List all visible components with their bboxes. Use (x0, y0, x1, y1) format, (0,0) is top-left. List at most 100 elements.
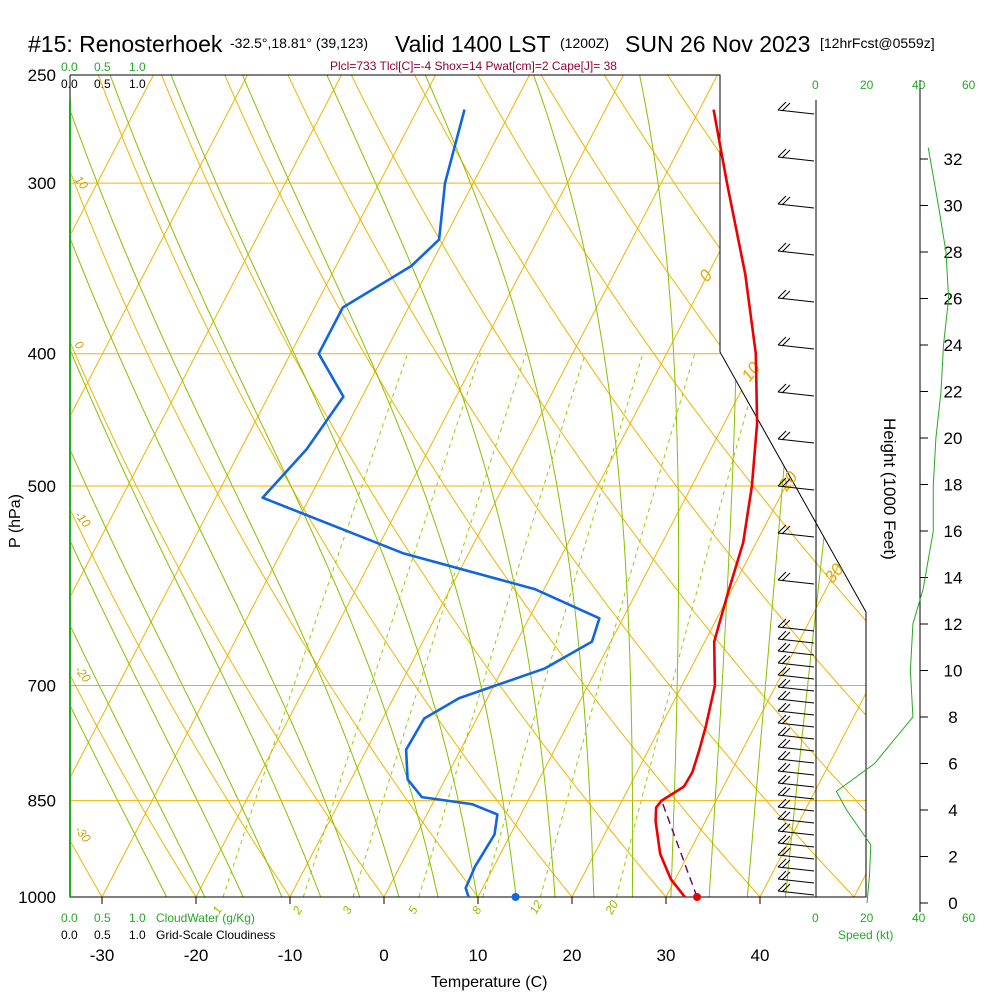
pressure-tick-label: 700 (28, 677, 56, 696)
isotherm-line (556, 75, 866, 897)
moist-adiabat-line (605, 75, 680, 897)
wind-barb (777, 430, 815, 444)
moist-adiabat-line (121, 75, 483, 897)
wind-barb (777, 810, 815, 824)
mixing-ratio-line (302, 353, 482, 897)
isotherm-label: 30 (821, 560, 848, 587)
dry-adiabat-line (70, 75, 215, 897)
moist-adiabat-line (189, 75, 520, 897)
x-tick-label: 0 (379, 946, 388, 965)
wind-barb (777, 690, 815, 704)
moist-adiabat-line (70, 75, 182, 897)
moist-adiabat-line (782, 75, 866, 897)
dry-adiabat-label: -10 (72, 508, 94, 531)
isotherm-line (838, 75, 866, 897)
wind-barb (777, 834, 815, 848)
dry-adiabat-line (70, 75, 311, 897)
wind-barb (777, 678, 815, 692)
height-tick-label: 16 (944, 522, 963, 541)
temperature-profile (654, 109, 759, 898)
isotherm-line (70, 75, 411, 897)
scale-top-green-0: 0.0 (61, 60, 78, 74)
y-axis-label: P (hPa) (7, 494, 24, 548)
speed-tick-bottom-3: 60 (962, 911, 976, 925)
mixing-ratio-label: 2 (289, 903, 305, 917)
wind-barb (777, 870, 815, 884)
height-tick-label: 24 (944, 336, 963, 355)
mixing-ratio-label: 20 (602, 898, 621, 918)
dry-adiabat-label: 10 (72, 173, 92, 192)
height-tick-label: 22 (944, 383, 963, 402)
x-tick-label: 20 (563, 946, 582, 965)
wind-barb (777, 242, 815, 256)
mixing-ratio-label: 5 (405, 903, 421, 916)
isotherm-line (70, 75, 223, 897)
dry-adiabat-line (823, 75, 866, 897)
mixing-ratio-line (418, 353, 586, 897)
dry-adiabat-label: -30 (72, 823, 94, 846)
height-tick-label: 20 (944, 429, 963, 448)
height-tick-label: 0 (948, 894, 957, 913)
parcel-line (660, 800, 698, 898)
wind-barb (777, 702, 815, 716)
height-tick-label: 32 (944, 150, 963, 169)
height-tick-label: 8 (948, 708, 957, 727)
scale-bottom-green-0: 0.0 (61, 911, 78, 925)
moist-adiabat-line (70, 75, 445, 897)
wind-barb (777, 571, 815, 585)
dry-adiabat-line (70, 75, 596, 897)
height-tick-label: 28 (944, 243, 963, 262)
isotherm-line (86, 75, 599, 897)
scale-bottom-black-2: 1.0 (129, 928, 146, 942)
dry-adiabat-line (289, 75, 866, 897)
mixing-ratio-labels: 1 2 3 5 8 12 20 (209, 898, 621, 918)
scale-bottom-black-1: 0.5 (94, 928, 111, 942)
wind-barb (777, 762, 815, 776)
pressure-tick-label: 1000 (18, 888, 56, 907)
mixing-ratio-label: 12 (527, 898, 546, 917)
dewpoint-profile (261, 109, 601, 898)
scale-top-black-2: 1.0 (129, 77, 146, 91)
dry-adiabat-line (230, 75, 866, 897)
isotherm-line (0, 0, 34, 926)
dry-adiabat-line (0, 0, 24, 926)
speed-tick-top-1: 20 (860, 78, 874, 92)
cloudwater-label: CloudWater (g/Kg) (156, 911, 255, 925)
height-tick-label: 2 (948, 848, 957, 867)
wind-barb (777, 750, 815, 764)
header-valid: Valid 1400 LST (395, 31, 551, 57)
pressure-tick-label: 400 (28, 345, 56, 364)
wind-speed-profile (835, 147, 950, 904)
height-tick-label: 26 (944, 290, 963, 309)
moist-adiabat-line (366, 75, 596, 897)
wind-barb (777, 642, 815, 656)
isotherm-label: 10 (738, 358, 765, 385)
isotherm-line (744, 75, 866, 897)
scale-top-green: 0.0 0.5 1.0 (61, 60, 146, 74)
scale-bottom-green-2: 1.0 (129, 911, 146, 925)
wind-barb (777, 336, 815, 350)
pressure-axis-ticks: 250 300 400 500 700 850 1000 (18, 66, 56, 907)
wind-barb (777, 101, 815, 115)
dry-adiabat-line (467, 75, 866, 897)
surface-temp-marker (693, 893, 702, 901)
dry-adiabat-line (408, 75, 866, 897)
dry-adiabat-line (704, 75, 866, 897)
wind-barbs (777, 101, 815, 896)
wind-barb (777, 726, 815, 740)
mixing-ratio-label: 3 (339, 903, 355, 916)
wind-barb (777, 798, 815, 812)
moist-adiabat-line (744, 75, 814, 897)
parcel-path (660, 800, 698, 898)
isotherm-line (180, 75, 693, 897)
header-date: SUN 26 Nov 2023 (625, 31, 810, 57)
isotherm-line (650, 75, 866, 897)
indices-text: Plcl=733 Tlcl[C]=-4 Shox=14 Pwat[cm]=2 C… (330, 59, 617, 73)
scale-top-green-2: 1.0 (129, 60, 146, 74)
isotherm-line (462, 75, 866, 897)
dry-adiabat-line (70, 75, 120, 897)
isotherm-line (70, 75, 129, 897)
dry-adiabat-line (586, 75, 866, 897)
speed-ticks-bottom: 0 20 40 60 (812, 911, 976, 925)
